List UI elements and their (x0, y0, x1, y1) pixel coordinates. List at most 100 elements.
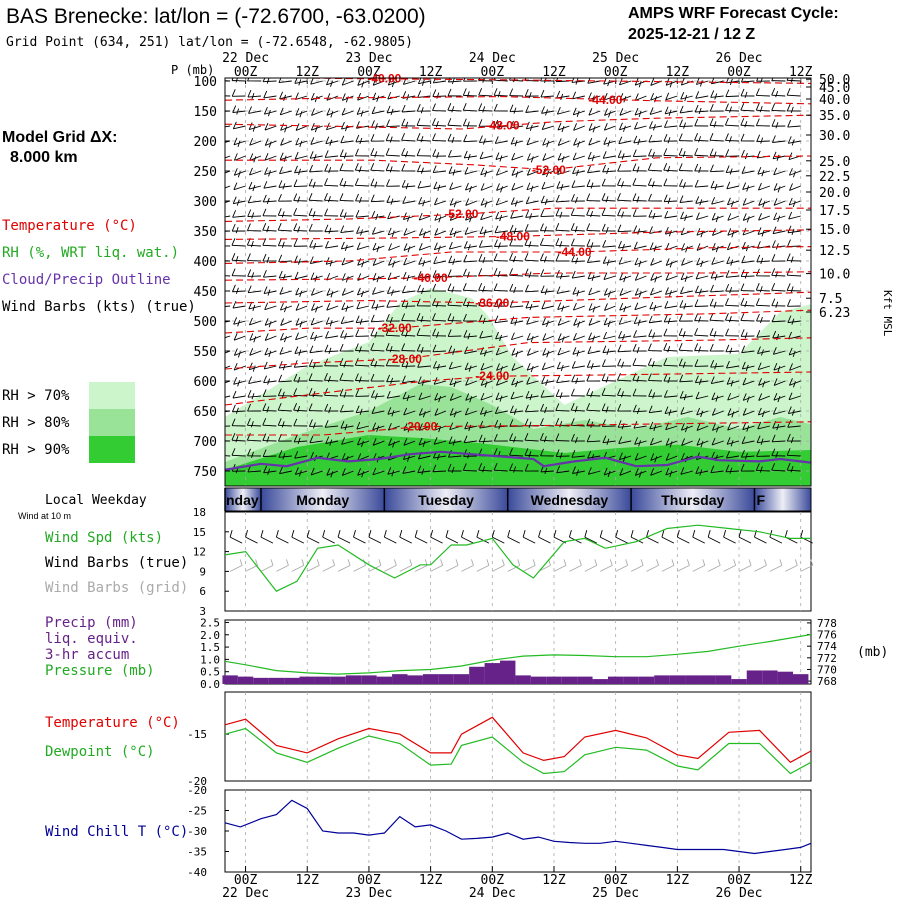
legend-temperature: Temperature (°C) (2, 218, 137, 234)
wind-barb-flag (237, 351, 241, 358)
wind-barb-flag (247, 209, 252, 217)
wind-barb-shaft (619, 80, 632, 86)
wind-barb-shaft (526, 140, 539, 146)
wind-barb-flag (233, 332, 238, 341)
wind-barb (370, 134, 385, 142)
wind-barb (711, 243, 724, 253)
wind-barb-shaft (603, 275, 616, 281)
wind-barb-flag (294, 451, 299, 459)
wind-barb-flag (343, 212, 347, 219)
wind-barb-flag (540, 78, 543, 82)
wind-barb-flag (314, 275, 318, 282)
wind-barb (371, 106, 385, 115)
wind-barb-flag (632, 343, 637, 352)
wind-barb (742, 182, 755, 192)
wind-barb-flag (560, 364, 564, 372)
wind-barb-flag (495, 168, 500, 176)
wind-barb-flag (247, 89, 252, 98)
wind-barb-shaft (633, 425, 647, 429)
grid-wind-barb-flag (671, 559, 675, 566)
wind-barb (464, 167, 477, 175)
wind-barb (493, 253, 508, 262)
true-wind-barb-flag (661, 529, 665, 538)
wind-barb-flag (555, 194, 560, 203)
wind-barb (649, 242, 663, 252)
wind-barb (340, 421, 354, 431)
wind-barb-flag (484, 201, 488, 208)
wind-barb (418, 408, 431, 418)
wind-barb-flag (406, 274, 410, 282)
wind-barb-flag (711, 392, 716, 400)
wind-barb-flag (542, 138, 547, 146)
wind-barb-shaft (588, 320, 601, 326)
wind-barb-flag (405, 302, 409, 309)
wind-barb-shaft (494, 125, 508, 128)
wind-barb-shaft (432, 470, 447, 473)
wind-barb-flag (295, 318, 300, 326)
wind-barb (434, 408, 447, 416)
wind-barb-shaft (434, 410, 447, 416)
wind-barb-flag (218, 317, 221, 324)
wind-barb-shaft (372, 80, 385, 86)
wind-barb (711, 408, 724, 416)
wind-barb-flag (664, 120, 668, 128)
wind-barb-flag (574, 406, 578, 413)
wind-barb (694, 313, 709, 323)
wind-barb-shaft (772, 320, 786, 323)
wind-barb (432, 103, 447, 112)
wind-barb-flag (540, 253, 544, 261)
wind-barb-shaft (540, 439, 555, 442)
wind-barb (712, 228, 724, 236)
wind-barb-flag (791, 409, 795, 416)
wind-barb-flag (711, 437, 716, 446)
wind-barb (432, 328, 447, 338)
wind-barb (771, 119, 786, 129)
wind-barb-shaft (680, 410, 693, 415)
wind-barb-shaft (417, 290, 431, 293)
wind-barb-flag (742, 393, 747, 401)
wind-barb-flag (432, 103, 436, 111)
day-tick-label: 23 Dec (345, 886, 392, 900)
wind-barb-flag (684, 275, 688, 282)
wind-barb (586, 360, 601, 370)
wind-barb (679, 105, 693, 114)
wind-barb-flag (509, 447, 513, 456)
wind-barb-flag (649, 301, 654, 310)
wind-barb-shaft (541, 305, 555, 310)
wind-barb-flag (633, 135, 638, 144)
wind-barb (225, 215, 231, 218)
wind-barb-flag (510, 211, 515, 219)
wind-barb-shaft (725, 139, 740, 142)
wind-barb-flag (326, 288, 331, 296)
wind-barb-shaft (417, 170, 431, 173)
wind-barb-flag (787, 136, 792, 144)
wind-barb (277, 222, 292, 232)
wind-barb-flag (745, 244, 749, 252)
wind-barb-flag (714, 363, 718, 370)
wind-barb-flag (698, 316, 702, 323)
wind-barb-flag (432, 298, 436, 306)
wind-barb-flag (647, 357, 652, 366)
wind-barb (295, 332, 308, 341)
wind-barb (294, 151, 308, 160)
wind-barb-flag (602, 239, 607, 248)
wind-barb (740, 133, 755, 142)
wind-barb-shaft (664, 200, 678, 203)
wind-barb (357, 93, 370, 101)
wind-barb-flag (760, 257, 764, 265)
wind-barb-shaft (225, 350, 231, 354)
wind-barb-shaft (541, 200, 555, 204)
true-wind-barb-flag (568, 529, 572, 538)
wind-barb-shaft (278, 260, 292, 263)
wind-barb-flag (741, 345, 746, 353)
wind-barb (310, 272, 323, 282)
wind-barb (248, 106, 262, 114)
wind-barb-flag (279, 287, 284, 295)
wind-barb-shaft (403, 410, 416, 416)
wind-barb-flag (590, 391, 594, 398)
wind-barb-flag (715, 395, 719, 402)
wind-barb (555, 223, 570, 232)
wind-barb-shaft (572, 95, 585, 100)
wind-barb (542, 153, 555, 161)
